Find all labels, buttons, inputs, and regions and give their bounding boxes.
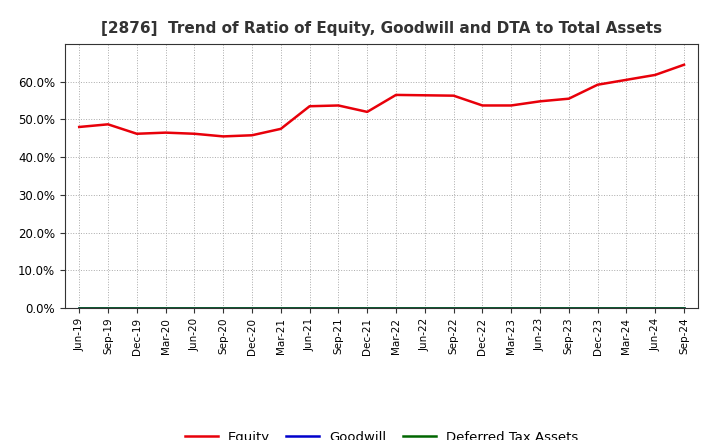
Deferred Tax Assets [593, 305, 602, 311]
Deferred Tax Assets [219, 305, 228, 311]
Goodwill [536, 305, 544, 311]
Equity [680, 62, 688, 67]
Equity [593, 82, 602, 88]
Equity [392, 92, 400, 98]
Deferred Tax Assets [651, 305, 660, 311]
Deferred Tax Assets [449, 305, 458, 311]
Deferred Tax Assets [161, 305, 170, 311]
Goodwill [363, 305, 372, 311]
Equity [622, 77, 631, 82]
Goodwill [392, 305, 400, 311]
Goodwill [190, 305, 199, 311]
Equity [420, 93, 429, 98]
Deferred Tax Assets [132, 305, 141, 311]
Goodwill [276, 305, 285, 311]
Equity [276, 126, 285, 132]
Goodwill [651, 305, 660, 311]
Deferred Tax Assets [75, 305, 84, 311]
Deferred Tax Assets [478, 305, 487, 311]
Deferred Tax Assets [305, 305, 314, 311]
Title: [2876]  Trend of Ratio of Equity, Goodwill and DTA to Total Assets: [2876] Trend of Ratio of Equity, Goodwil… [101, 21, 662, 36]
Goodwill [248, 305, 256, 311]
Legend: Equity, Goodwill, Deferred Tax Assets: Equity, Goodwill, Deferred Tax Assets [179, 425, 584, 440]
Goodwill [507, 305, 516, 311]
Equity [334, 103, 343, 108]
Deferred Tax Assets [622, 305, 631, 311]
Goodwill [680, 305, 688, 311]
Equity [219, 134, 228, 139]
Deferred Tax Assets [190, 305, 199, 311]
Goodwill [132, 305, 141, 311]
Line: Equity: Equity [79, 65, 684, 136]
Equity [305, 103, 314, 109]
Goodwill [478, 305, 487, 311]
Deferred Tax Assets [680, 305, 688, 311]
Deferred Tax Assets [507, 305, 516, 311]
Goodwill [420, 305, 429, 311]
Goodwill [622, 305, 631, 311]
Deferred Tax Assets [392, 305, 400, 311]
Goodwill [75, 305, 84, 311]
Equity [449, 93, 458, 98]
Deferred Tax Assets [104, 305, 112, 311]
Equity [507, 103, 516, 108]
Equity [190, 131, 199, 136]
Goodwill [593, 305, 602, 311]
Equity [363, 109, 372, 114]
Goodwill [161, 305, 170, 311]
Deferred Tax Assets [248, 305, 256, 311]
Equity [651, 72, 660, 77]
Equity [75, 125, 84, 130]
Goodwill [564, 305, 573, 311]
Deferred Tax Assets [420, 305, 429, 311]
Equity [564, 96, 573, 101]
Goodwill [104, 305, 112, 311]
Deferred Tax Assets [536, 305, 544, 311]
Goodwill [219, 305, 228, 311]
Deferred Tax Assets [276, 305, 285, 311]
Equity [536, 99, 544, 104]
Deferred Tax Assets [363, 305, 372, 311]
Deferred Tax Assets [334, 305, 343, 311]
Equity [132, 131, 141, 136]
Equity [104, 122, 112, 127]
Equity [161, 130, 170, 135]
Equity [478, 103, 487, 108]
Equity [248, 132, 256, 138]
Goodwill [334, 305, 343, 311]
Deferred Tax Assets [564, 305, 573, 311]
Goodwill [305, 305, 314, 311]
Goodwill [449, 305, 458, 311]
